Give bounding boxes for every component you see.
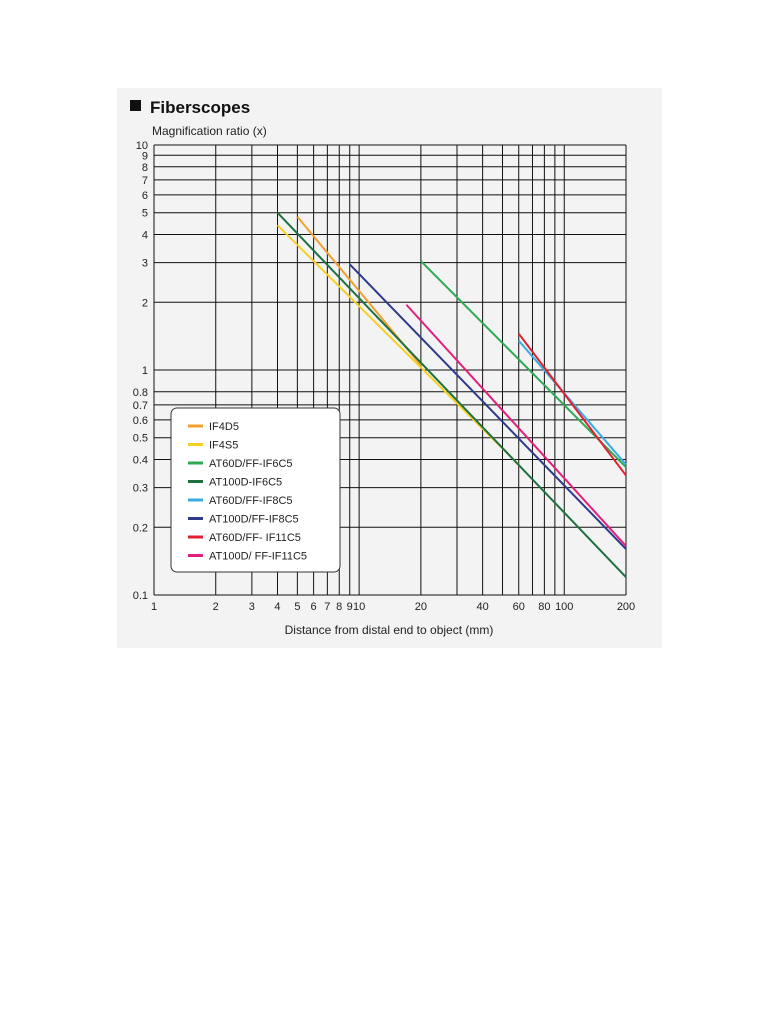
- y-tick-label: 0.8: [133, 387, 148, 399]
- legend-label: AT100D/FF-IF8C5: [209, 514, 299, 526]
- grid-layer: [153, 144, 627, 596]
- legend-label: AT60D/FF-IF6C5: [209, 458, 293, 470]
- series-line: [420, 260, 627, 468]
- x-tick-label: 100: [555, 601, 573, 613]
- y-tick-label: 0.4: [133, 455, 148, 467]
- x-tick-label: 2: [213, 601, 219, 613]
- x-tick-label: 1: [151, 601, 157, 613]
- y-tick-label: 0.2: [133, 522, 148, 534]
- x-tick-label: 80: [538, 601, 550, 613]
- x-tick-label: 3: [249, 601, 255, 613]
- x-tick-label: 40: [476, 601, 488, 613]
- legend-label: AT100D-IF6C5: [209, 477, 282, 489]
- x-tick-label: 6: [311, 601, 317, 613]
- legend-items: IF4D5 IF4S5 AT60D/FF-IF6C5 AT100D-IF6C5 AT60…: [188, 421, 307, 563]
- y-tick-label: 0.7: [133, 400, 148, 412]
- y-tick-label: 0.5: [133, 433, 148, 445]
- series-line: [349, 263, 627, 550]
- y-tick-label: 4: [142, 230, 148, 242]
- chart-panel: Fiberscopes Magnification ratio (x) Dist…: [117, 88, 662, 648]
- y-tick-label: 0.3: [133, 483, 148, 495]
- x-tick-label: 4: [274, 601, 280, 613]
- x-tick-label: 60: [513, 601, 525, 613]
- series-layer: [276, 212, 627, 578]
- legend-label: IF4S5: [209, 440, 238, 452]
- y-tick-label: 1: [142, 365, 148, 377]
- x-tick-label: 20: [415, 601, 427, 613]
- series-line: [517, 333, 627, 477]
- chart-svg: Fiberscopes Magnification ratio (x) Dist…: [130, 98, 635, 637]
- y-tick-label: 7: [142, 175, 148, 187]
- x-tick-label: 10: [353, 601, 365, 613]
- legend: IF4D5 IF4S5 AT60D/FF-IF6C5 AT100D-IF6C5 AT60…: [170, 407, 341, 573]
- series-line: [405, 304, 627, 547]
- legend-label: AT60D/FF- IF11C5: [209, 532, 301, 544]
- y-tick-label: 3: [142, 258, 148, 270]
- y-axis-title: Magnification ratio (x): [152, 124, 267, 138]
- legend-label: IF4D5: [209, 421, 239, 433]
- x-tick-label: 7: [324, 601, 330, 613]
- y-tick-label: 10: [136, 140, 148, 152]
- legend-label: AT100D/ FF-IF11C5: [209, 551, 307, 563]
- legend-box: [170, 407, 341, 573]
- x-axis-title: Distance from distal end to object (mm): [285, 623, 494, 637]
- series-line: [517, 340, 627, 466]
- legend-label: AT60D/FF-IF8C5: [209, 495, 293, 507]
- series-line: [276, 224, 520, 466]
- y-tick-label: 0.6: [133, 415, 148, 427]
- y-tick-label: 5: [142, 208, 148, 220]
- title-square-icon: [130, 100, 141, 111]
- chart-title: Fiberscopes: [150, 98, 250, 117]
- series-line: [276, 212, 627, 578]
- x-tick-label: 8: [336, 601, 342, 613]
- y-tick-label: 8: [142, 162, 148, 174]
- y-tick-label: 2: [142, 297, 148, 309]
- y-tick-label: 6: [142, 190, 148, 202]
- x-tick-label: 9: [347, 601, 353, 613]
- x-tick-label: 200: [617, 601, 635, 613]
- y-tick-label: 9: [142, 150, 148, 162]
- y-axis-title-text: Magnification ratio (x): [152, 124, 267, 138]
- y-tick-label: 0.1: [133, 590, 148, 602]
- x-tick-label: 5: [294, 601, 300, 613]
- tick-label-layer: 1 2 3 4 5 6 7 8 9 10 20 40 60 80 100 2000.10.20.30.40.5…: [133, 140, 635, 613]
